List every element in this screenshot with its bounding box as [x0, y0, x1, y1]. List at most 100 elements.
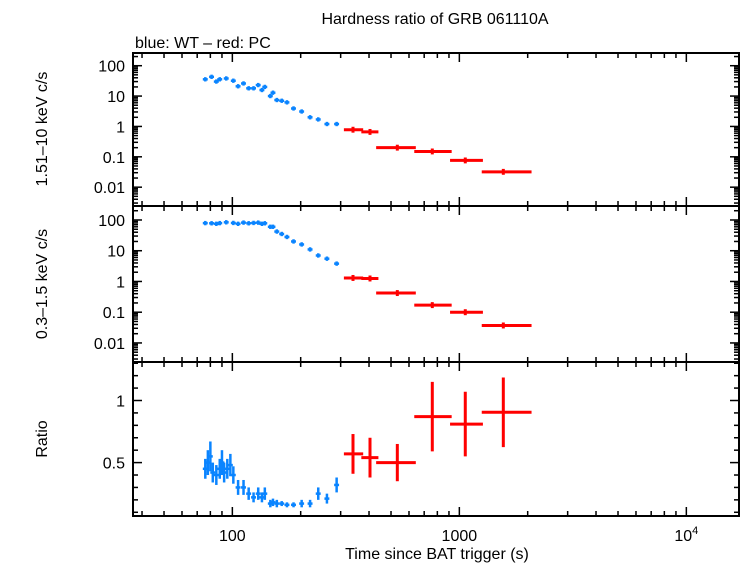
data-point — [315, 117, 321, 122]
data-point — [241, 479, 246, 495]
data-point — [334, 477, 340, 493]
data-point — [251, 86, 256, 91]
data-point — [343, 274, 364, 281]
data-point — [291, 502, 296, 508]
data-point — [274, 229, 280, 234]
series-PC — [343, 126, 532, 175]
data-point — [230, 78, 236, 83]
data-point — [307, 499, 313, 508]
data-point — [481, 168, 532, 175]
data-point — [255, 487, 261, 500]
data-point — [202, 77, 208, 82]
x-tick-label-base: 100 — [219, 528, 246, 545]
data-point — [291, 106, 296, 111]
data-point — [210, 462, 216, 483]
data-point — [274, 499, 280, 508]
data-point — [235, 479, 241, 495]
panel-frame — [132, 205, 740, 363]
data-point — [481, 377, 532, 448]
data-point — [324, 121, 330, 127]
series-WT — [202, 220, 340, 266]
x-tick-label: 100 — [219, 528, 246, 545]
data-point — [307, 247, 313, 252]
x-tick-label-base: 1000 — [442, 528, 478, 545]
data-point — [343, 126, 364, 133]
data-point — [241, 81, 246, 86]
data-point — [270, 90, 276, 95]
data-point — [202, 220, 208, 226]
data-point — [223, 220, 229, 225]
data-point — [251, 492, 256, 503]
panel-frame — [132, 52, 740, 207]
y-tick-label: 0.1 — [103, 150, 125, 167]
panel-frame — [132, 361, 740, 517]
data-point — [376, 144, 416, 151]
data-point — [299, 242, 305, 247]
data-point — [246, 221, 252, 226]
data-point — [361, 128, 379, 135]
x-tick-label: 104 — [674, 525, 698, 545]
data-point — [307, 115, 313, 120]
data-point — [227, 453, 233, 477]
data-point — [221, 462, 227, 483]
data-point — [414, 148, 452, 155]
y-tick-label: 1 — [116, 274, 125, 291]
data-point — [251, 220, 256, 226]
data-point — [450, 391, 483, 457]
data-point — [224, 458, 230, 479]
x-tick-label-exponent: 4 — [692, 525, 698, 537]
data-point — [255, 82, 261, 88]
data-point — [262, 221, 268, 226]
y-axis-label: 0.3–1.5 keV c/s — [34, 229, 51, 339]
x-tick-label: 1000 — [442, 528, 478, 545]
data-point — [246, 487, 252, 500]
data-point — [299, 109, 305, 114]
data-point — [414, 381, 452, 452]
y-tick-label: 1 — [116, 394, 125, 411]
data-point — [343, 434, 364, 474]
chart-subtitle: blue: WT – red: PC — [135, 35, 271, 52]
series-PC — [343, 377, 532, 482]
data-point — [450, 309, 483, 316]
data-point — [324, 493, 330, 504]
y-axis-label: Ratio — [34, 420, 51, 457]
chart-title: Hardness ratio of GRB 061110A — [321, 11, 548, 28]
data-point — [230, 220, 236, 226]
y-axis-label: 1.51–10 keV c/s — [34, 72, 51, 187]
series-WT — [202, 441, 340, 508]
y-tick-label: 100 — [98, 59, 125, 76]
data-point — [262, 487, 268, 500]
data-point — [274, 97, 280, 103]
data-point — [334, 121, 340, 127]
data-point — [223, 76, 229, 81]
y-tick-label: 0.01 — [94, 336, 125, 353]
y-tick-label: 10 — [107, 89, 125, 106]
data-point — [259, 492, 265, 503]
data-point — [267, 93, 273, 99]
data-point — [262, 84, 268, 90]
y-tick-label: 0.01 — [94, 180, 125, 197]
series-WT — [202, 74, 340, 127]
data-point — [217, 77, 223, 82]
data-point — [270, 224, 276, 229]
y-tick-label: 0.5 — [103, 456, 125, 473]
data-point — [361, 437, 379, 478]
data-point — [291, 239, 296, 244]
x-tick-label-base: 10 — [674, 528, 692, 545]
data-point — [315, 253, 321, 258]
data-point — [284, 502, 290, 508]
data-point — [376, 290, 416, 297]
data-point — [241, 220, 246, 225]
data-point — [284, 234, 290, 240]
data-point — [246, 86, 252, 91]
data-point — [209, 74, 215, 79]
data-point — [207, 441, 213, 472]
data-point — [334, 261, 340, 266]
data-point — [235, 221, 241, 226]
data-point — [209, 221, 215, 226]
x-axis-label: Time since BAT trigger (s) — [345, 546, 529, 563]
data-point — [324, 256, 330, 261]
data-point — [217, 220, 223, 226]
data-point — [279, 501, 285, 507]
